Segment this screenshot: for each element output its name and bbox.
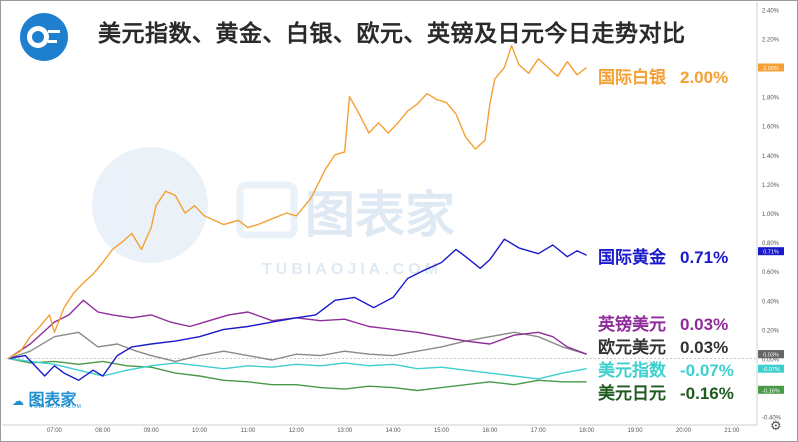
gear-icon[interactable]: ⚙ bbox=[770, 418, 782, 433]
watermark-pinyin-small: TUBIAOJIA.COM bbox=[30, 404, 82, 410]
x-tick-label: 18:00 bbox=[579, 428, 595, 434]
y-tick-label: 0.60% bbox=[762, 270, 780, 276]
y-tick-label: 0.40% bbox=[762, 299, 780, 305]
y-tick-label: 1.80% bbox=[762, 96, 780, 102]
y-tick-label: 1.20% bbox=[762, 183, 780, 189]
value-badge-5 bbox=[758, 385, 784, 394]
x-axis-ticks: 07:00 08:00 09:00 10:00 11:00 12:00 13:00 14:00… bbox=[47, 428, 740, 434]
value-badge-text-0: 2.00% bbox=[763, 66, 779, 72]
series-name: 国际白银 bbox=[598, 68, 666, 87]
series-line-0 bbox=[8, 45, 588, 360]
y-tick-label: 0.00% bbox=[762, 358, 780, 364]
y-tick-label: 0.20% bbox=[762, 328, 780, 334]
cloud-icon: ☁ bbox=[12, 394, 24, 408]
x-tick-label: 16:00 bbox=[482, 428, 498, 434]
watermark-brand: 图表家 bbox=[305, 187, 455, 243]
x-tick-label: 17:00 bbox=[531, 428, 547, 434]
series-value: 0.03% bbox=[680, 338, 729, 357]
series-line-4 bbox=[8, 357, 587, 380]
y-tick-label: 1.00% bbox=[762, 212, 780, 218]
x-tick-label: 11:00 bbox=[241, 428, 256, 434]
value-badge-text-4: -0.07% bbox=[762, 367, 780, 373]
y-tick-label: 0.80% bbox=[762, 241, 780, 247]
watermark bbox=[92, 147, 298, 263]
series-name: 欧元美元 bbox=[598, 338, 666, 357]
y-tick-label: 2.40% bbox=[762, 8, 780, 14]
x-tick-label: 09:00 bbox=[144, 428, 160, 434]
y-tick-label: 1.60% bbox=[762, 125, 780, 131]
series-line-2 bbox=[8, 299, 587, 360]
series-label-gold: 国际黄金 0.71% bbox=[598, 243, 728, 268]
value-badge-text-1: 0.71% bbox=[763, 250, 779, 256]
series-line-5 bbox=[8, 357, 587, 392]
value-badge-4 bbox=[758, 364, 784, 373]
series-label-dxy: 美元指数 -0.07% bbox=[598, 356, 734, 381]
x-tick-label: 19:00 bbox=[628, 428, 644, 434]
x-tick-label: 21:00 bbox=[724, 428, 740, 434]
y-tick-label: 1.40% bbox=[762, 154, 780, 160]
value-badges: 2.00%0.71%0.03%0.03%-0.07%-0.16% bbox=[758, 63, 784, 394]
series-line-3 bbox=[8, 331, 587, 363]
series-name: 国际黄金 bbox=[598, 248, 666, 267]
series-name: 英镑美元 bbox=[598, 315, 666, 334]
series-value: -0.16% bbox=[680, 384, 734, 403]
chart-title: 美元指数、黄金、白银、欧元、英镑及日元今日走势对比 bbox=[98, 20, 686, 46]
y-tick-label: -0.40% bbox=[762, 416, 782, 422]
value-badge-3 bbox=[758, 350, 784, 359]
value-badge-text-5: -0.16% bbox=[762, 388, 780, 394]
series-value: 2.00% bbox=[680, 68, 729, 87]
x-tick-label: 15:00 bbox=[434, 428, 450, 434]
series-label-eurusd: 欧元美元 0.03% bbox=[598, 333, 728, 358]
value-badge-text-3: 0.03% bbox=[763, 353, 779, 359]
x-tick-label: 14:00 bbox=[386, 428, 402, 434]
series-name: 美元日元 bbox=[598, 384, 666, 403]
series-label-silver: 国际白银 2.00% bbox=[598, 63, 728, 88]
brand-logo-icon bbox=[20, 13, 68, 61]
series-value: -0.07% bbox=[680, 361, 734, 380]
x-tick-label: 10:00 bbox=[192, 428, 208, 434]
x-tick-label: 20:00 bbox=[676, 428, 692, 434]
series-line-1 bbox=[8, 238, 587, 381]
series-value: 0.71% bbox=[680, 248, 729, 267]
series-label-gbpusd: 英镑美元 0.03% bbox=[598, 310, 728, 335]
watermark-brand-small: 图表家 bbox=[28, 392, 77, 409]
series-name: 美元指数 bbox=[598, 361, 666, 380]
x-tick-label: 12:00 bbox=[289, 428, 305, 434]
watermark-brand-pinyin: TUBIAOJIA.COM bbox=[262, 261, 442, 278]
watermark-logo-small: ☁ 图表家 bbox=[12, 386, 76, 410]
series-value: 0.03% bbox=[680, 315, 729, 334]
y-tick-label: 2.20% bbox=[762, 37, 780, 43]
series-label-usdjpy: 美元日元 -0.16% bbox=[598, 379, 734, 404]
value-badge-1 bbox=[758, 247, 784, 256]
value-badge-0 bbox=[758, 63, 784, 72]
x-tick-label: 13:00 bbox=[337, 428, 353, 434]
x-tick-label: 07:00 bbox=[47, 428, 63, 434]
x-tick-label: 08:00 bbox=[95, 428, 111, 434]
series-layer bbox=[8, 45, 588, 392]
